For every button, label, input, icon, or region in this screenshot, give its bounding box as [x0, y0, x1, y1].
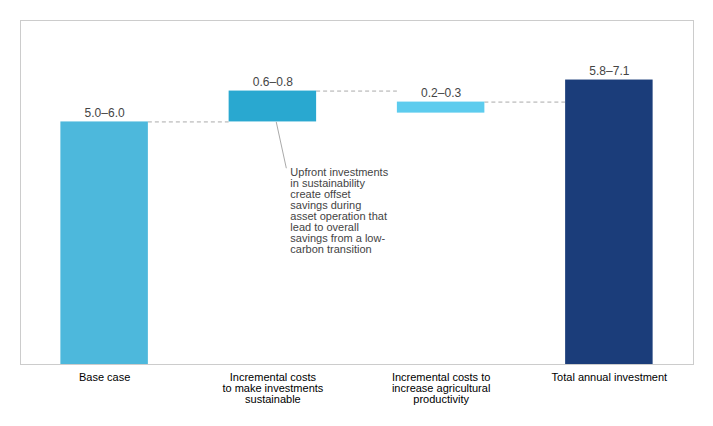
svg-text:0.6–0.8: 0.6–0.8	[253, 75, 293, 89]
svg-text:5.0–6.0: 5.0–6.0	[85, 106, 125, 120]
svg-text:5.8–7.1: 5.8–7.1	[589, 64, 629, 78]
svg-text:Incremental costs toincrease a: Incremental costs toincrease agricultura…	[392, 371, 490, 405]
svg-text:Incremental coststo make inves: Incremental coststo make investmentssust…	[222, 371, 323, 405]
svg-text:Base case: Base case	[79, 371, 130, 383]
svg-text:0.2–0.3: 0.2–0.3	[421, 86, 461, 100]
svg-text:Upfront investmentsin sustaina: Upfront investmentsin sustainabilitycrea…	[290, 166, 388, 255]
svg-text:Total annual investment: Total annual investment	[552, 371, 668, 383]
